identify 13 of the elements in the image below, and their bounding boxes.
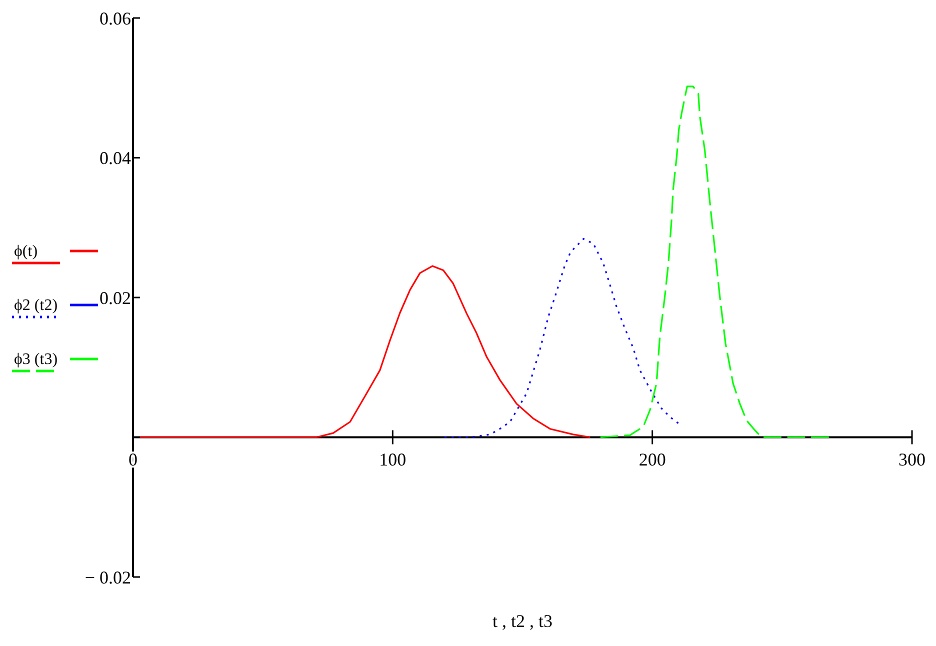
x-tick-label: 200	[638, 449, 666, 470]
x-axis-title: t , t2 , t3	[492, 611, 553, 631]
legend-label: ϕ(t)	[14, 243, 38, 260]
y-tick-label: − 0.02	[84, 567, 131, 588]
line-series	[444, 238, 680, 438]
legend-label: ϕ2 (t2)	[14, 297, 58, 314]
x-tick-label: 300	[898, 449, 926, 470]
x-tick-label: 100	[379, 449, 406, 470]
legend-label: ϕ3 (t3)	[14, 351, 58, 368]
y-tick-label: 0.06	[100, 8, 131, 28]
line-series	[600, 86, 830, 438]
y-tick-label: 0.04	[100, 148, 131, 168]
y-tick-label: 0.02	[100, 288, 131, 308]
